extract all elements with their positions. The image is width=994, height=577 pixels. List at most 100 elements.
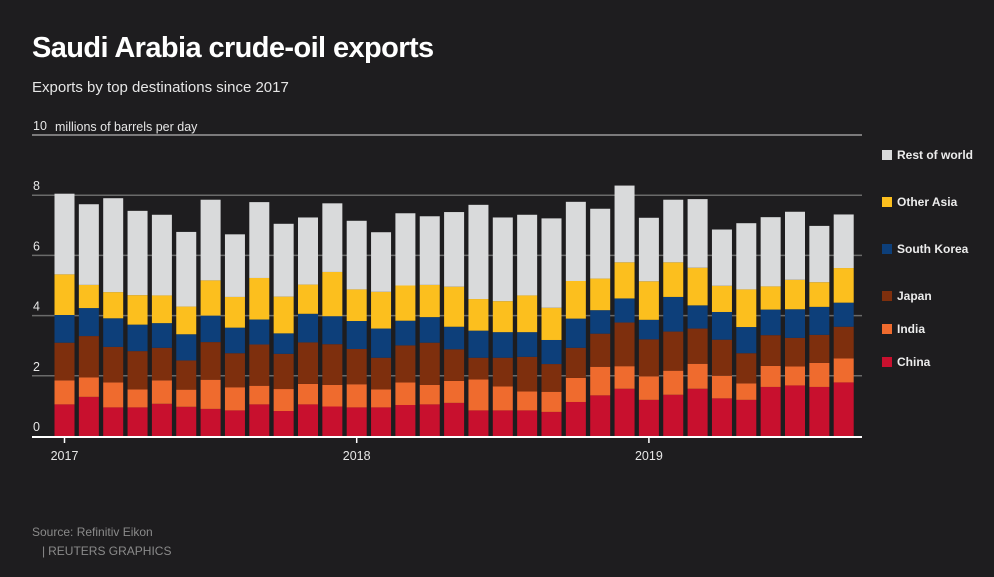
bar-india-2017-02 — [78, 377, 99, 397]
bar-japan-2017-02 — [78, 336, 99, 378]
bar-japan-2017-05 — [151, 347, 172, 381]
bar-other-asia-2019-03 — [687, 267, 708, 306]
bar-japan-2018-08 — [517, 356, 538, 392]
bar-china-2017-01 — [54, 404, 75, 436]
bar-rest-of-world-2017-01 — [54, 193, 75, 275]
bar-south-korea-2019-06 — [760, 309, 781, 336]
bar-other-asia-2017-11 — [298, 284, 318, 314]
bar-india-2017-12 — [322, 384, 343, 407]
bar-other-asia-2017-04 — [127, 295, 148, 325]
credit-text: REUTERS GRAPHICS — [48, 544, 172, 558]
bar-japan-2019-09 — [833, 326, 854, 359]
bar-south-korea-2019-05 — [736, 327, 757, 354]
bar-other-asia-2017-07 — [200, 280, 221, 316]
bar-south-korea-2018-04 — [419, 317, 440, 343]
bar-china-2018-03 — [395, 404, 416, 436]
bar-china-2017-04 — [127, 407, 148, 436]
bar-rest-of-world-2017-07 — [200, 199, 221, 281]
bar-china-2018-09 — [541, 411, 562, 436]
legend-label: Rest of world — [897, 148, 974, 162]
bar-other-asia-2018-12 — [614, 262, 635, 299]
bar-other-asia-2018-01 — [346, 289, 367, 322]
bar-japan-2017-01 — [54, 342, 75, 381]
bar-india-2017-06 — [176, 389, 197, 407]
bar-rest-of-world-2018-01 — [346, 220, 367, 290]
bar-south-korea-2018-05 — [444, 326, 465, 350]
bar-south-korea-2018-08 — [517, 332, 538, 357]
bar-india-2019-01 — [638, 376, 659, 400]
x-axis: 2017 2018 2019 — [32, 436, 862, 463]
bar-china-2019-04 — [711, 398, 732, 436]
bar-rest-of-world-2017-09 — [249, 202, 270, 278]
bar-other-asia-2019-06 — [760, 286, 781, 310]
bar-china-2018-05 — [444, 402, 465, 436]
bar-china-2018-12 — [614, 388, 635, 436]
chart-subtitle: Exports by top destinations since 2017 — [32, 79, 289, 96]
bar-south-korea-2019-02 — [663, 296, 684, 332]
y-tick-label-4: 4 — [33, 300, 40, 314]
legend-label: Japan — [897, 289, 932, 303]
bar-rest-of-world-2019-04 — [711, 229, 732, 286]
bar-china-2017-05 — [151, 403, 172, 436]
bar-japan-2017-04 — [127, 351, 148, 390]
bar-india-2017-09 — [249, 385, 270, 405]
legend-swatch — [882, 324, 892, 334]
bar-other-asia-2019-07 — [785, 279, 805, 310]
bar-south-korea-2018-03 — [395, 320, 416, 346]
bar-rest-of-world-2017-10 — [273, 223, 294, 297]
legend-label: China — [897, 355, 931, 369]
bar-rest-of-world-2019-03 — [687, 199, 708, 268]
bar-other-asia-2018-09 — [541, 307, 562, 340]
bar-rest-of-world-2018-06 — [468, 204, 489, 300]
bar-china-2018-04 — [419, 404, 440, 436]
legend-swatch — [882, 197, 892, 207]
bar-china-2017-11 — [298, 404, 318, 436]
bar-india-2018-12 — [614, 366, 635, 389]
bar-japan-2019-06 — [760, 335, 781, 366]
bar-other-asia-2018-03 — [395, 285, 416, 321]
bar-india-2017-03 — [103, 382, 124, 408]
bar-india-2018-05 — [444, 380, 465, 403]
bar-south-korea-2018-07 — [492, 332, 513, 358]
bar-japan-2018-01 — [346, 349, 367, 385]
bar-rest-of-world-2018-05 — [444, 212, 465, 287]
credit-line: | REUTERS GRAPHICS — [42, 544, 171, 558]
bar-rest-of-world-2018-12 — [614, 185, 635, 263]
bar-other-asia-2018-08 — [517, 295, 538, 333]
bar-india-2017-07 — [200, 379, 221, 409]
bar-japan-2018-07 — [492, 357, 513, 387]
bar-china-2018-01 — [346, 407, 367, 436]
bar-india-2017-10 — [273, 389, 294, 412]
x-tick-label-2018: 2018 — [343, 449, 371, 463]
y-tick-label-8: 8 — [33, 179, 40, 193]
bar-rest-of-world-2018-04 — [419, 216, 440, 285]
bar-south-korea-2019-01 — [638, 319, 659, 340]
bar-china-2019-06 — [760, 386, 781, 436]
bar-other-asia-2017-01 — [54, 274, 75, 315]
bar-india-2019-04 — [711, 375, 732, 399]
bar-china-2018-06 — [468, 410, 489, 436]
bar-japan-2017-12 — [322, 344, 343, 385]
y-tick-label-6: 6 — [33, 239, 40, 253]
bar-rest-of-world-2019-07 — [785, 211, 805, 280]
y-tick-label-0: 0 — [33, 420, 40, 434]
legend-item-india: India — [882, 322, 977, 336]
bar-south-korea-2017-07 — [200, 315, 221, 343]
bar-other-asia-2017-06 — [176, 306, 197, 335]
bar-south-korea-2017-05 — [151, 323, 172, 348]
bar-japan-2017-09 — [249, 344, 270, 386]
legend-item-china: China — [882, 355, 977, 369]
bar-india-2018-11 — [590, 366, 611, 396]
legend-label: Other Asia — [897, 195, 958, 209]
legend-label: India — [897, 322, 926, 336]
bar-japan-2019-08 — [809, 334, 830, 363]
y-tick-label-2: 2 — [33, 360, 40, 374]
bar-south-korea-2018-09 — [541, 339, 562, 365]
bar-india-2018-02 — [371, 389, 392, 408]
bar-other-asia-2018-02 — [371, 291, 392, 329]
bar-other-asia-2019-08 — [809, 282, 830, 307]
bar-japan-2018-05 — [444, 349, 465, 381]
bar-rest-of-world-2017-11 — [298, 217, 318, 285]
bar-south-korea-2017-10 — [273, 333, 294, 354]
bar-other-asia-2017-08 — [224, 296, 245, 328]
